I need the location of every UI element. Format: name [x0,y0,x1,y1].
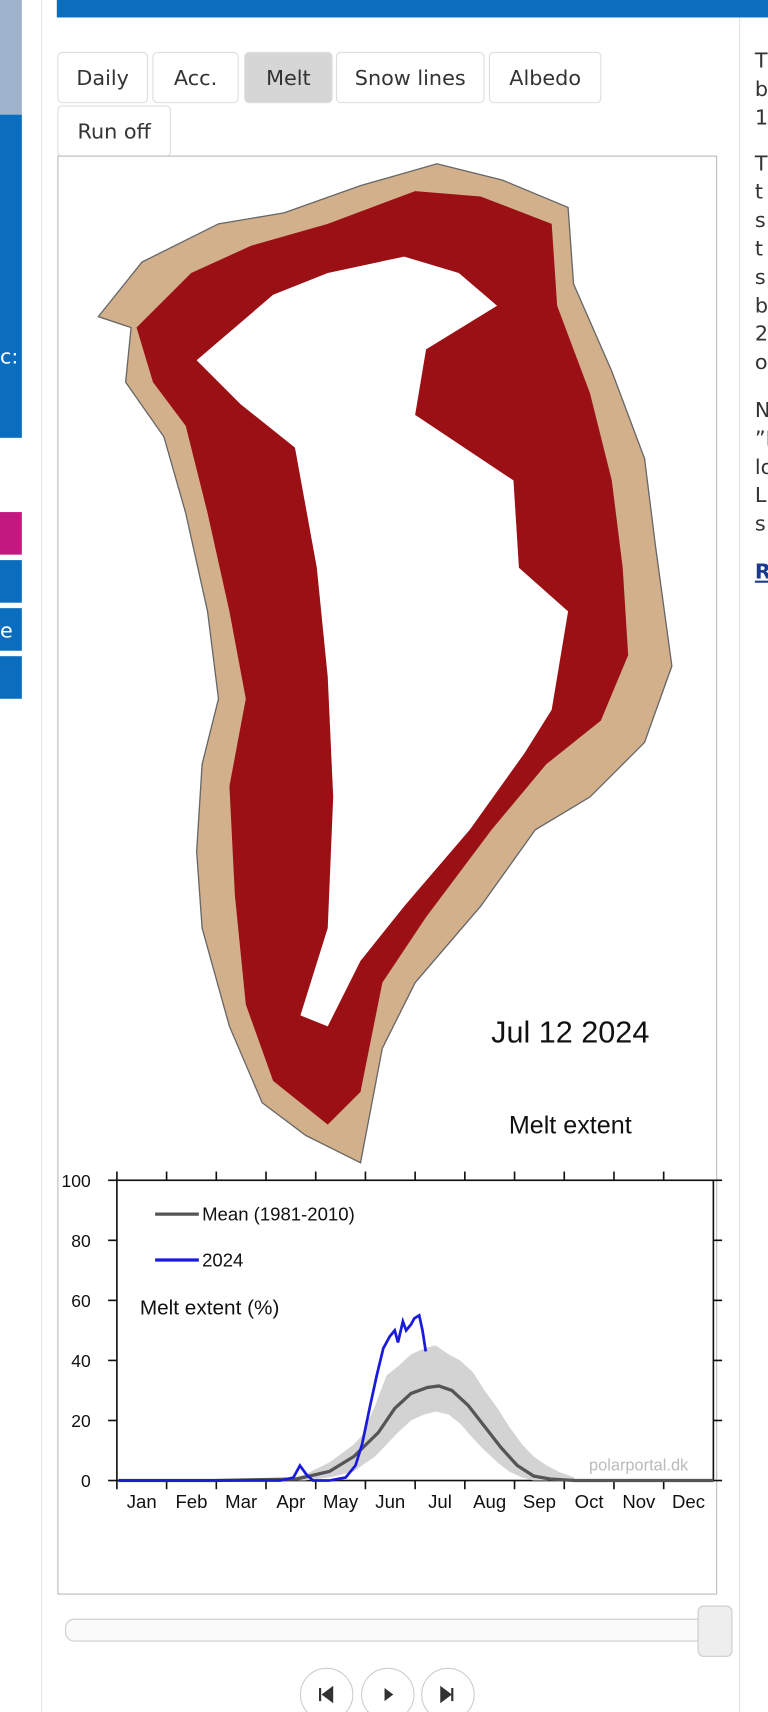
side-text: t [755,180,763,204]
credit: polarportal.dk [589,1457,689,1475]
legend-label: 2024 [202,1250,243,1271]
tab-label: Run off [77,120,151,144]
side-text: s [755,265,766,289]
sidebar-text: e [0,619,13,643]
map-date: Jul 12 2024 [491,1016,649,1050]
last-button[interactable] [421,1667,475,1712]
x-tick-label: Jan [127,1491,157,1512]
side-text: s [755,512,766,536]
side-text: T [754,49,768,73]
play-icon [384,1687,394,1702]
tab[interactable] [488,51,602,104]
side-text: o [755,350,768,374]
y-tick-label: 80 [71,1231,91,1251]
x-tick-label: Aug [473,1491,506,1512]
y-tick-label: 60 [71,1291,91,1311]
side-text: b [755,77,768,101]
y-tick-label: 100 [62,1171,91,1191]
side-text: N [755,398,768,422]
side-text: R [755,560,768,584]
tab[interactable] [244,51,333,104]
tab[interactable] [335,51,485,104]
sidebar-block [0,114,22,438]
play-button[interactable] [361,1667,415,1712]
x-tick-label: Feb [175,1491,207,1512]
side-text: ”D [755,426,768,450]
melt-chart: Melt extent (%) polarportal.dk 0 20 40 60 80… [62,1171,723,1512]
side-text: t [755,236,763,260]
tabs: Daily Acc. Melt Snow lines Albedo Run off [57,51,602,157]
sidebar-button[interactable] [0,560,22,603]
tab[interactable] [152,51,239,104]
first-icon [318,1685,334,1704]
side-text: 2 [755,322,768,346]
greenland-map: Jul 12 2024 Melt extent [97,163,673,1164]
sidebar-button[interactable] [0,512,22,555]
tab-label: Snow lines [355,66,466,90]
sidebar-image [0,0,22,115]
side-text: T [754,151,768,175]
tab-label: Acc. [174,66,217,90]
map-label: Melt extent [509,1111,632,1139]
tab-label: Albedo [509,66,581,90]
x-tick-label: Oct [575,1491,605,1512]
y-tick-label: 20 [71,1411,91,1431]
tab[interactable] [57,51,149,104]
side-text: s [755,208,766,232]
dry-snow [196,256,569,1027]
y-tick-label: 40 [71,1351,91,1371]
slider-handle[interactable] [697,1605,733,1657]
side-text: lo [755,455,768,479]
series-line [118,1384,714,1483]
sidebar-text: c: [0,345,18,369]
right-column: Tb1Ttstsb2oN”DloLsR [754,49,768,584]
time-slider[interactable] [65,1618,728,1642]
x-tick-label: Nov [622,1491,656,1512]
sidebar-button[interactable] [0,608,22,651]
side-text: b [755,293,768,317]
chart-annotation: Melt extent (%) [140,1297,280,1320]
side-text: 1 [755,105,768,129]
tab-label: Daily [76,66,129,90]
sidebar-button[interactable] [0,656,22,699]
x-tick-label: Apr [276,1491,305,1512]
tab-label: Melt [266,66,311,90]
legend-label: Mean (1981-2010) [202,1204,355,1225]
y-tick-label: 0 [81,1471,91,1491]
x-tick-label: May [323,1491,359,1512]
playback-controls [299,1667,475,1712]
x-tick-label: Jul [428,1491,452,1512]
last-icon [440,1685,454,1704]
x-tick-label: Mar [225,1491,257,1512]
x-tick-label: Sep [523,1491,556,1512]
series-line [118,1313,428,1482]
first-button[interactable] [299,1667,354,1712]
side-text: L [755,483,767,507]
top-bar [56,0,768,18]
x-tick-label: Dec [672,1491,705,1512]
x-tick-label: Jun [375,1491,405,1512]
